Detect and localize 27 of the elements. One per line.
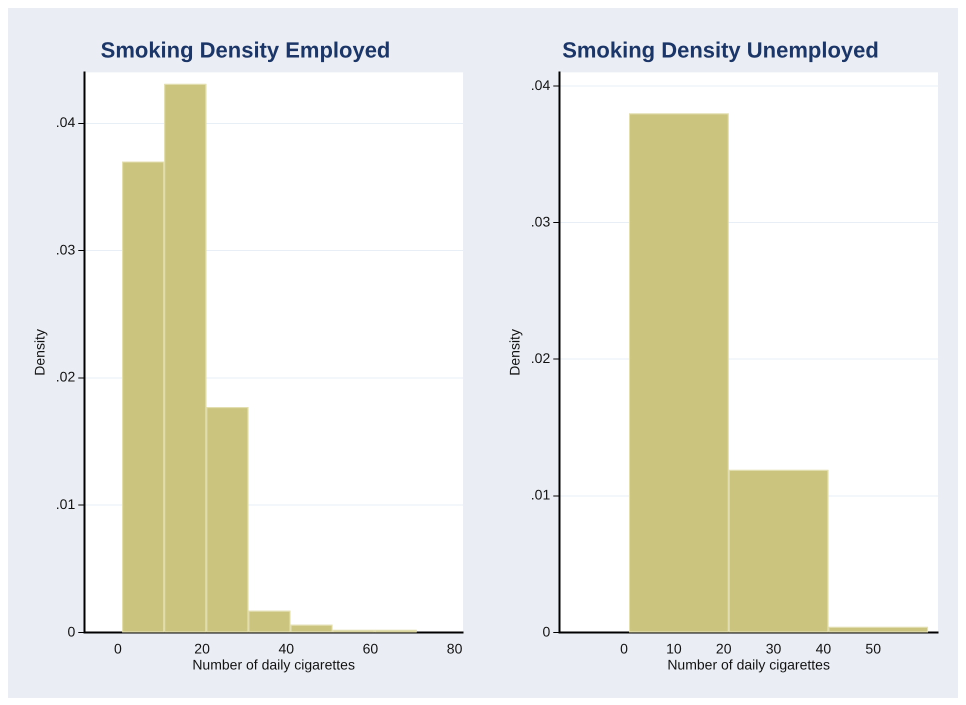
x-axis-title: Number of daily cigarettes bbox=[667, 656, 830, 672]
x-tick-label: 40 bbox=[816, 640, 832, 657]
y-tick-label: .03 bbox=[56, 241, 76, 258]
y-tick-label: .02 bbox=[56, 368, 76, 385]
y-tick-label: 0 bbox=[67, 623, 76, 640]
y-axis-title: Density bbox=[506, 329, 522, 376]
x-tick-label: 30 bbox=[766, 640, 782, 657]
x-tick-label: 10 bbox=[666, 640, 682, 657]
y-tick-label: .01 bbox=[530, 486, 550, 503]
chart-title: Smoking Density Unemployed bbox=[562, 37, 879, 62]
x-tick-label: 0 bbox=[620, 640, 628, 657]
x-tick-label: 20 bbox=[716, 640, 732, 657]
y-tick-label: .03 bbox=[530, 214, 550, 230]
x-axis-title: Number of daily cigarettes bbox=[192, 656, 355, 672]
y-tick-label: .04 bbox=[530, 76, 550, 93]
y-tick-label: 0 bbox=[542, 623, 550, 640]
x-tick-label: 50 bbox=[865, 640, 882, 657]
x-tick-label: 0 bbox=[114, 640, 122, 657]
y-tick-label: .01 bbox=[56, 496, 76, 512]
y-axis-title: Density bbox=[31, 329, 48, 376]
x-tick-label: 40 bbox=[278, 640, 294, 657]
x-tick-label: 20 bbox=[194, 640, 210, 657]
x-tick-label: 80 bbox=[446, 640, 463, 657]
x-tick-label: 60 bbox=[362, 640, 378, 657]
y-tick-label: .04 bbox=[56, 114, 76, 130]
y-tick-label: .02 bbox=[530, 350, 550, 366]
chart-title: Smoking Density Employed bbox=[100, 37, 390, 62]
